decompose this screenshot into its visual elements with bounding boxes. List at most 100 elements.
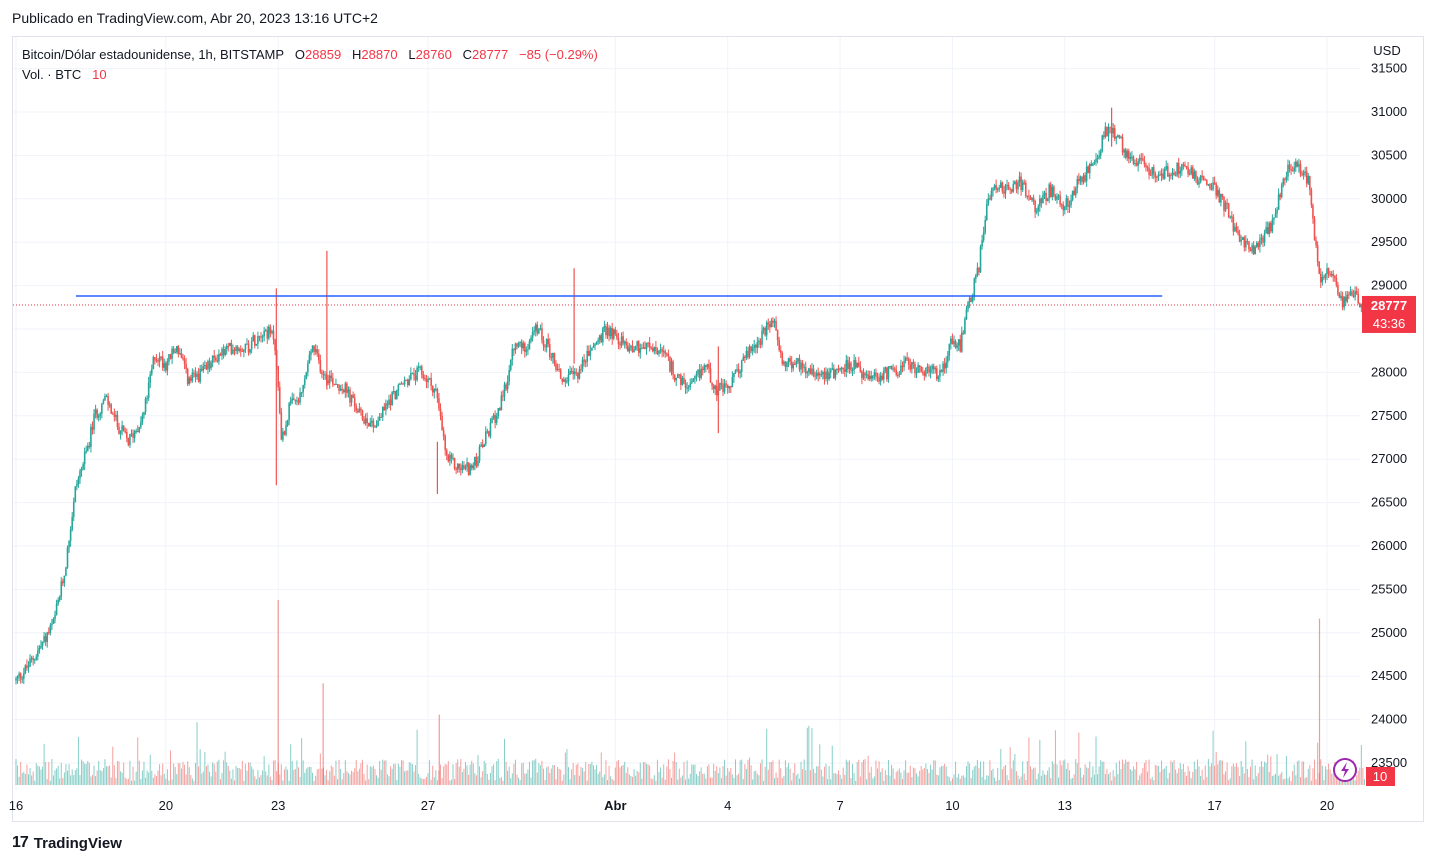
candle-body: [865, 374, 868, 376]
candle-body: [812, 368, 815, 376]
volume-bar: [1245, 741, 1247, 785]
volume-bar: [1050, 778, 1052, 785]
candle-body: [517, 342, 520, 347]
candle-body: [1254, 246, 1257, 255]
volume-bar: [953, 774, 955, 785]
candle-body: [1304, 171, 1306, 173]
volume-bar: [624, 761, 626, 785]
candle-body: [954, 340, 957, 348]
volume-bar: [738, 773, 740, 785]
volume-bar: [468, 774, 470, 785]
candle-body: [388, 399, 390, 405]
candle-body: [1118, 135, 1121, 138]
volume-bar: [900, 772, 902, 785]
legend-ohlc-row: Bitcoin/Dólar estadounidense, 1h, BITSTA…: [22, 45, 598, 65]
volume-bar: [1262, 766, 1264, 785]
volume-bar: [706, 766, 708, 785]
volume-bar: [589, 764, 591, 785]
time-tick-label: 4: [724, 798, 731, 813]
candle-body: [210, 363, 212, 369]
volume-bar: [107, 766, 109, 785]
candle-body: [644, 347, 646, 349]
volume-bar: [1097, 774, 1099, 785]
candle-body: [271, 330, 273, 334]
candle-body: [74, 486, 77, 502]
candle-body: [96, 409, 98, 418]
candle-body: [609, 327, 612, 337]
volume-bar: [722, 766, 724, 785]
volume-bar: [1220, 760, 1222, 785]
candle-body: [744, 356, 746, 358]
price-tick-label: 31500: [1371, 61, 1407, 76]
volume-bar: [1131, 770, 1133, 785]
volume-bar: [134, 780, 136, 785]
volume-bar: [1017, 775, 1019, 785]
candle-body: [200, 368, 203, 371]
candle-body: [686, 387, 688, 389]
volume-bar: [435, 770, 437, 785]
volume-bar: [1189, 771, 1191, 785]
candle-body: [534, 324, 537, 331]
volume-bar: [1279, 774, 1281, 785]
volume-bar: [1250, 766, 1252, 785]
candle-body: [687, 386, 690, 388]
candle-body: [1078, 179, 1080, 182]
footer-brand[interactable]: 17 TradingView: [12, 834, 122, 852]
volume-bar: [744, 764, 746, 785]
candle-body: [506, 381, 509, 390]
volume-bar: [997, 767, 999, 785]
candle-body: [897, 374, 899, 376]
candle-body: [247, 343, 250, 353]
volume-bar: [814, 772, 816, 785]
symbol-label[interactable]: Bitcoin/Dólar estadounidense, 1h, BITSTA…: [22, 47, 285, 62]
volume-bar: [521, 763, 523, 785]
candle-body: [138, 427, 141, 432]
volume-bar: [198, 766, 200, 785]
volume-bar: [205, 766, 207, 785]
candle-body: [1032, 197, 1035, 202]
volume-bar: [836, 774, 838, 785]
candle-body: [597, 340, 599, 342]
volume-bar: [685, 779, 687, 785]
lightning-icon[interactable]: [1333, 758, 1357, 782]
candle-body: [1134, 163, 1136, 165]
volume-bar: [666, 766, 668, 785]
candle-body: [94, 409, 97, 414]
candle-body: [108, 404, 111, 406]
candle-body: [547, 339, 550, 344]
volume-bar: [1004, 765, 1006, 785]
candle-body: [536, 324, 539, 334]
candle-body: [1121, 136, 1124, 153]
candle-body: [706, 364, 709, 367]
candle-body: [578, 369, 581, 379]
volume-bar: [238, 768, 240, 785]
candle-body: [378, 416, 381, 421]
volume-bar: [653, 775, 655, 785]
candle-body: [1293, 167, 1296, 172]
candle-body: [375, 425, 378, 428]
candle-body: [250, 341, 253, 350]
candle-body: [847, 360, 849, 370]
volume-bar: [502, 780, 504, 785]
volume-bar: [361, 759, 363, 785]
volume-bar: [1256, 776, 1258, 785]
candle-body: [355, 406, 358, 411]
volume-label[interactable]: Vol. · BTC: [22, 67, 82, 82]
candle-body: [1354, 291, 1356, 297]
volume-bar: [369, 766, 371, 785]
volume-bar: [1240, 760, 1242, 785]
volume-bar: [371, 767, 373, 785]
candle-body: [747, 350, 749, 358]
candle-body: [1338, 294, 1341, 299]
volume-bar: [1095, 736, 1097, 785]
volume-bar: [17, 765, 19, 785]
candle-body: [1324, 274, 1327, 278]
volume-bar: [975, 765, 977, 785]
candle-body: [499, 408, 501, 411]
volume-bar: [1182, 763, 1184, 785]
volume-bar: [196, 722, 198, 785]
candle-body: [116, 414, 119, 427]
volume-bar: [772, 760, 774, 785]
currency-label[interactable]: USD: [1373, 43, 1400, 58]
